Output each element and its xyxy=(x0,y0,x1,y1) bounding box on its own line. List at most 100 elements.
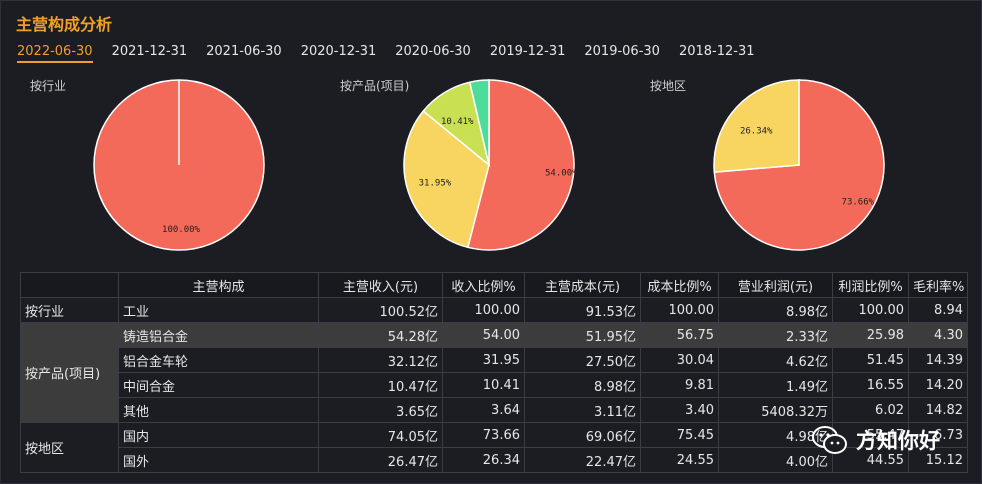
tab-2018-12-31[interactable]: 2018-12-31 xyxy=(678,44,755,59)
pie-slice-label: 31.95% xyxy=(419,178,452,188)
table-value-cell: 56.75 xyxy=(640,322,719,348)
table-value-cell: 24.55 xyxy=(640,447,719,473)
table-value-cell: 3.64 xyxy=(442,397,525,423)
table-value-cell: 22.47亿 xyxy=(524,447,641,473)
table-value-cell: 74.05亿 xyxy=(318,422,443,448)
table-header-cell[interactable]: 收入比例% xyxy=(442,272,525,298)
table-value-cell: 10.47亿 xyxy=(318,372,443,398)
wechat-icon xyxy=(812,426,847,454)
period-tabs: 2022-06-30 2021-12-31 2021-06-30 2020-12-31… xyxy=(17,44,774,63)
tab-2019-06-30[interactable]: 2019-06-30 xyxy=(584,44,660,59)
pie-chart-region: 73.66% 26.34% xyxy=(713,79,885,251)
pie-slice xyxy=(713,79,800,173)
table-value-cell: 73.66 xyxy=(442,422,525,448)
table-value-cell: 75.45 xyxy=(640,422,719,448)
pie-slice-label: 54.00% xyxy=(545,169,578,179)
table-group-cell: 按地区 xyxy=(20,422,119,473)
table-value-cell: 31.95 xyxy=(442,347,525,373)
table-value-cell: 3.40 xyxy=(640,397,719,423)
tab-2021-06-30[interactable]: 2021-06-30 xyxy=(206,44,282,59)
pie-slice-label: 73.66% xyxy=(842,198,875,208)
table-header-cell[interactable]: 主营构成 xyxy=(118,272,319,298)
table-value-cell: 26.34 xyxy=(442,447,525,473)
table-value-cell: 8.94 xyxy=(908,297,968,323)
table-item-cell: 铸造铝合金 xyxy=(118,322,319,348)
table-header-cell[interactable]: 毛利率% xyxy=(908,272,968,298)
table-value-cell: 27.50亿 xyxy=(524,347,641,373)
table-value-cell: 44.55 xyxy=(832,447,909,473)
table-value-cell: 54.28亿 xyxy=(318,322,443,348)
table-header-cell[interactable]: 主营成本(元) xyxy=(524,272,641,298)
table-group-cell: 按行业 xyxy=(20,297,119,323)
pie-label-region: 按地区 xyxy=(650,79,687,93)
table-row[interactable]: 中间合金 10.47亿 10.41 8.98亿 9.81 1.49亿 16.55 14.20 xyxy=(21,372,968,398)
table-value-cell: 16.55 xyxy=(832,372,909,398)
table-header-row: 主营构成 主营收入(元) 收入比例% 主营成本(元) 成本比例% 营业利润(元) 利润比例%… xyxy=(20,272,968,298)
table-value-cell: 5408.32万 xyxy=(718,397,833,423)
panel-title: 主营构成分析 xyxy=(16,15,113,34)
table-value-cell: 14.82 xyxy=(908,397,968,423)
pie-slice-label: 10.41% xyxy=(441,117,474,127)
table-value-cell: 3.65亿 xyxy=(318,397,443,423)
table-header-cell[interactable]: 营业利润(元) xyxy=(718,272,833,298)
table-value-cell: 2.33亿 xyxy=(718,322,833,348)
table-row[interactable]: 其他 3.65亿 3.64 3.11亿 3.40 5408.32万 6.02 14.82 xyxy=(21,397,968,423)
table-header-cell[interactable]: 成本比例% xyxy=(640,272,719,298)
table-value-cell: 30.04 xyxy=(640,347,719,373)
composition-table: 主营构成 主营收入(元) 收入比例% 主营成本(元) 成本比例% 营业利润(元) 利润比例%… xyxy=(20,272,968,473)
table-row[interactable]: 国外 26.47亿 26.34 22.47亿 24.55 4.00亿 44.55 15.12 xyxy=(21,447,968,473)
table-value-cell: 32.12亿 xyxy=(318,347,443,373)
pie-slice-label: 26.34% xyxy=(740,126,773,136)
table-value-cell: 4.00亿 xyxy=(718,447,833,473)
pie-slice xyxy=(468,79,490,166)
table-item-cell: 其他 xyxy=(118,397,319,423)
table-row[interactable]: 铝合金车轮 32.12亿 31.95 27.50亿 30.04 4.62亿 51.45 14.… xyxy=(21,347,968,373)
tab-2020-12-31[interactable]: 2020-12-31 xyxy=(300,44,377,59)
table-value-cell: 25.98 xyxy=(832,322,909,348)
pie-label-industry: 按行业 xyxy=(30,79,67,93)
table-value-cell: 6.73 xyxy=(908,422,968,448)
table-value-cell: 14.20 xyxy=(908,372,968,398)
tab-2020-06-30[interactable]: 2020-06-30 xyxy=(395,44,471,59)
table-value-cell: 3.11亿 xyxy=(524,397,641,423)
pie-slice xyxy=(466,79,575,251)
table-row[interactable]: 按产品(项目) 铸造铝合金 54.28亿 54.00 51.95亿 56.75 2.33亿 2… xyxy=(20,322,968,423)
table-item-cell: 铝合金车轮 xyxy=(118,347,319,373)
table-value-cell: 10.41 xyxy=(442,372,525,398)
table-value-cell: 8.98亿 xyxy=(718,297,833,323)
table-row[interactable]: 按地区 国内 74.05亿 73.66 69.06亿 75.45 4.98亿 55.47 6.7… xyxy=(20,422,968,473)
table-value-cell: 14.39 xyxy=(908,347,968,373)
table-value-cell: 9.81 xyxy=(640,372,719,398)
table-item-cell: 中间合金 xyxy=(118,372,319,398)
table-value-cell: 51.95亿 xyxy=(524,322,641,348)
table-value-cell: 91.53亿 xyxy=(524,297,641,323)
pie-slice xyxy=(403,109,490,249)
table-value-cell: 54.00 xyxy=(442,322,525,348)
table-header-cell[interactable]: 主营收入(元) xyxy=(318,272,443,298)
pie-chart-product: 54.00% 31.95% 10.41% xyxy=(403,79,578,251)
table-item-cell: 工业 xyxy=(118,297,319,323)
table-value-cell: 6.02 xyxy=(832,397,909,423)
pie-label-product: 按产品(项目) xyxy=(340,79,410,93)
table-row[interactable]: 按行业 工业 100.52亿 100.00 91.53亿 100.00 8.98亿 100.0… xyxy=(20,297,968,323)
watermark: 方知你好 xyxy=(812,424,940,456)
tab-2021-12-31[interactable]: 2021-12-31 xyxy=(111,44,188,59)
table-value-cell: 100.00 xyxy=(442,297,525,323)
header-blank xyxy=(20,272,119,298)
table-value-cell: 8.98亿 xyxy=(524,372,641,398)
table-item-cell: 国外 xyxy=(118,447,319,473)
table-value-cell: 15.12 xyxy=(908,447,968,473)
tab-2022-06-30[interactable]: 2022-06-30 xyxy=(17,44,93,63)
table-item-cell: 国内 xyxy=(118,422,319,448)
table-value-cell: 1.49亿 xyxy=(718,372,833,398)
tab-2019-12-31[interactable]: 2019-12-31 xyxy=(489,44,566,59)
table-value-cell: 100.00 xyxy=(832,297,909,323)
table-group-cell: 按产品(项目) xyxy=(20,322,119,423)
watermark-text: 方知你好 xyxy=(856,429,940,453)
table-value-cell: 26.47亿 xyxy=(318,447,443,473)
table-header-cell[interactable]: 利润比例% xyxy=(832,272,909,298)
table-value-cell: 4.30 xyxy=(908,322,968,348)
table-value-cell: 4.62亿 xyxy=(718,347,833,373)
pie-slice-label: 100.00% xyxy=(162,225,201,235)
table-value-cell: 51.45 xyxy=(832,347,909,373)
